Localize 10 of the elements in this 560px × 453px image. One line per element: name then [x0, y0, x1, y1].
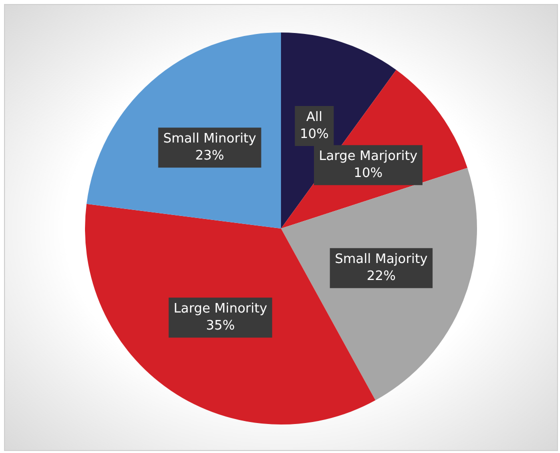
slice-label: Small Majority — [334, 252, 428, 268]
data-label: 22% — [366, 269, 396, 284]
data-label: 10% — [300, 126, 329, 142]
data-label: 10% — [354, 166, 383, 182]
slice-label: All — [306, 110, 322, 125]
slice-label: Large Minority — [174, 302, 268, 317]
data-label: 35% — [206, 318, 235, 334]
slice-label: Small Minority — [163, 132, 257, 147]
slice-label: Large Marjority — [318, 149, 418, 164]
data-label: 23% — [195, 148, 224, 164]
